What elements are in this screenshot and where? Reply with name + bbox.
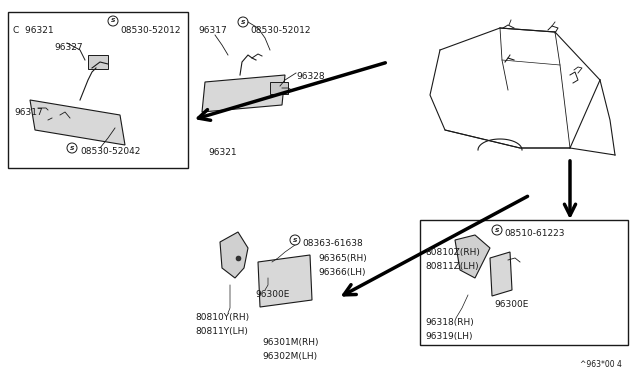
Text: 08530-52042: 08530-52042	[80, 148, 140, 157]
Text: 96300E: 96300E	[255, 290, 289, 299]
Text: 96365(RH): 96365(RH)	[318, 254, 367, 263]
Text: C  96321: C 96321	[13, 26, 54, 35]
Text: S: S	[241, 19, 245, 25]
Text: 96317: 96317	[14, 108, 43, 117]
Polygon shape	[455, 235, 490, 278]
Text: S: S	[70, 145, 74, 151]
Text: 08530-52012: 08530-52012	[120, 26, 180, 35]
Text: S: S	[495, 228, 499, 232]
Text: 96328: 96328	[296, 72, 324, 81]
Text: 08530-52012: 08530-52012	[250, 26, 310, 35]
Bar	[420, 220, 628, 345]
Bar	[88, 55, 108, 69]
Text: 96321: 96321	[208, 148, 237, 157]
Text: S: S	[111, 19, 115, 23]
Polygon shape	[220, 232, 248, 278]
Text: 96302M(LH): 96302M(LH)	[262, 352, 317, 361]
Polygon shape	[258, 255, 312, 307]
Text: 08510-61223: 08510-61223	[504, 230, 564, 238]
Text: 80811Z(LH): 80811Z(LH)	[425, 262, 479, 271]
Text: 80811Y(LH): 80811Y(LH)	[195, 327, 248, 336]
Text: 96317: 96317	[198, 26, 227, 35]
Polygon shape	[202, 75, 285, 112]
Text: 96301M(RH): 96301M(RH)	[262, 338, 319, 347]
Text: 96327: 96327	[54, 43, 83, 52]
Text: ^963*00 4: ^963*00 4	[580, 360, 622, 369]
Text: 08363-61638: 08363-61638	[302, 240, 363, 248]
Polygon shape	[490, 252, 512, 296]
Polygon shape	[30, 100, 125, 145]
Bar	[8, 12, 188, 168]
Text: 96319(LH): 96319(LH)	[425, 332, 472, 341]
Text: 96300E: 96300E	[494, 300, 529, 309]
Text: 80810Y(RH): 80810Y(RH)	[195, 313, 249, 322]
Text: 96318(RH): 96318(RH)	[425, 318, 474, 327]
Text: 80810Z(RH): 80810Z(RH)	[425, 248, 480, 257]
Text: S: S	[292, 237, 297, 243]
Text: 96366(LH): 96366(LH)	[318, 268, 365, 277]
Bar	[270, 82, 288, 94]
